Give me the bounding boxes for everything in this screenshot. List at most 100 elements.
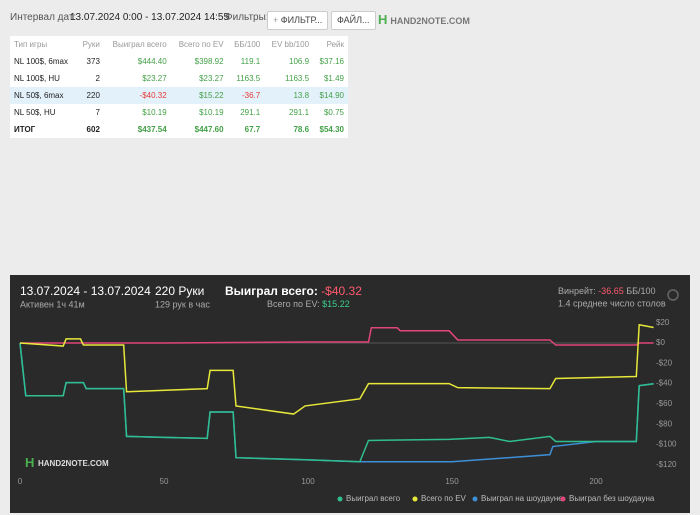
table-cell: 67.7 bbox=[244, 125, 261, 134]
winrate: Винрейт: -36.65 ББ/100 bbox=[558, 286, 656, 296]
column-header: Выиграл всего bbox=[112, 40, 167, 49]
table-cell: $10.19 bbox=[199, 108, 224, 117]
chart-logo: H HAND2NOTE.COM bbox=[25, 455, 109, 470]
table-cell: 2 bbox=[95, 74, 100, 83]
table-cell: $14.90 bbox=[319, 91, 344, 100]
file-button[interactable]: ФАЙЛ... bbox=[331, 11, 376, 30]
legend-marker bbox=[337, 496, 343, 502]
series-line bbox=[20, 327, 654, 346]
x-tick-label: 50 bbox=[160, 477, 169, 486]
table-cell: $54.30 bbox=[319, 125, 344, 134]
table-row: ИТОГ 602 $437.54 $447.60 67.7 78.6 $54.30 bbox=[10, 121, 348, 138]
table-cell: $398.92 bbox=[194, 57, 224, 66]
series-line bbox=[19, 342, 654, 463]
chart-logo-text: HAND2NOTE.COM bbox=[38, 459, 109, 468]
y-tick-label: $20 bbox=[656, 318, 670, 327]
column-header: Всего по EV bbox=[178, 40, 224, 49]
ev-value: $15.22 bbox=[322, 299, 350, 309]
stats-table: Тип игры Руки Выиграл всего Всего по EV ББ/1… bbox=[10, 36, 348, 138]
legend-marker bbox=[560, 496, 566, 502]
table-cell: NL 50$, 6max bbox=[14, 91, 64, 100]
legend-marker bbox=[472, 496, 478, 502]
winrate-label: Винрейт: bbox=[558, 286, 596, 296]
active-time: Активен 1ч 41м bbox=[20, 299, 85, 309]
ev-total: Всего по EV: $15.22 bbox=[267, 299, 350, 309]
table-cell: $1.49 bbox=[323, 74, 344, 83]
column-header: ББ/100 bbox=[234, 40, 261, 49]
x-tick-label: 200 bbox=[589, 477, 603, 486]
table-cell: 602 bbox=[86, 125, 100, 134]
table-cell: NL 50$, HU bbox=[14, 108, 56, 117]
column-header: Тип игры bbox=[14, 40, 48, 49]
table-cell: NL 100$, 6max bbox=[14, 57, 68, 66]
table-cell: 78.6 bbox=[293, 125, 310, 134]
x-tick-label: 0 bbox=[18, 477, 23, 486]
legend-label: Выиграл всего bbox=[346, 494, 401, 503]
y-tick-label: -$20 bbox=[656, 358, 673, 367]
tables-avg: 1.4 среднее число столов bbox=[558, 298, 666, 308]
table-row: NL 100$, 6max 373 $444.40 $398.92 119.1 106.9… bbox=[10, 53, 348, 70]
table-cell: $37.16 bbox=[319, 57, 344, 66]
legend-label: Всего по EV bbox=[421, 494, 467, 503]
ev-label: Всего по EV: bbox=[267, 299, 320, 309]
table-cell: -$40.32 bbox=[139, 91, 167, 100]
date-label: Интервал дат: bbox=[10, 12, 77, 23]
winrate-value: -36.65 bbox=[598, 286, 624, 296]
filter-button[interactable]: + ФИЛЬТР... bbox=[267, 11, 329, 30]
table-cell: 7 bbox=[95, 108, 100, 117]
header-row: Тип игры Руки Выиграл всего Всего по EV ББ/1… bbox=[10, 36, 348, 53]
table-cell: 291.1 bbox=[289, 108, 310, 117]
filters-label: Фильтры: bbox=[225, 12, 269, 23]
y-tick-label: -$120 bbox=[656, 460, 677, 469]
y-tick-label: -$80 bbox=[656, 419, 673, 428]
table-cell: -36.7 bbox=[241, 91, 261, 100]
settings-icon[interactable] bbox=[667, 289, 679, 301]
table-cell: 106.9 bbox=[289, 57, 310, 66]
table-cell: 13.8 bbox=[293, 91, 310, 100]
filter-button-text: ФИЛЬТР... bbox=[280, 15, 323, 25]
column-header: EV bb/100 bbox=[271, 40, 310, 49]
x-tick-label: 150 bbox=[445, 477, 459, 486]
y-tick-label: -$100 bbox=[656, 440, 677, 449]
column-header: Руки bbox=[82, 40, 100, 49]
y-tick-label: $0 bbox=[656, 338, 665, 347]
chart: 13.07.2024 - 13.07.2024 Активен 1ч 41м 2… bbox=[10, 275, 690, 513]
x-tick-label: 100 bbox=[301, 477, 315, 486]
table-cell: 220 bbox=[86, 91, 100, 100]
table-cell: 119.1 bbox=[240, 57, 261, 66]
table-cell: 373 bbox=[86, 57, 100, 66]
y-tick-label: -$40 bbox=[656, 379, 673, 388]
table-cell: $447.60 bbox=[194, 125, 224, 134]
table-cell: $0.75 bbox=[323, 108, 344, 117]
legend-label: Выиграл без шоудауна bbox=[569, 494, 655, 503]
table-row: NL 100$, HU 2 $23.27 $23.27 1163.5 1163.5 $1.4… bbox=[10, 70, 348, 87]
legend-marker bbox=[412, 496, 418, 502]
table-cell: $10.19 bbox=[142, 108, 167, 117]
series-line bbox=[19, 323, 654, 415]
dates: 13.07.2024 - 13.07.2024 bbox=[20, 284, 151, 298]
table-cell: $437.54 bbox=[137, 125, 167, 134]
hand-rate: 129 рук в час bbox=[155, 299, 210, 309]
table-cell: $23.27 bbox=[142, 74, 167, 83]
table-row: NL 50$, HU 7 $10.19 $10.19 291.1 291.1 $0.75 bbox=[10, 104, 348, 121]
won-value: -$40.32 bbox=[321, 284, 362, 298]
table-cell: $444.40 bbox=[137, 57, 167, 66]
table-cell: 1163.5 bbox=[236, 74, 261, 83]
logo-text: HAND2NOTE.COM bbox=[390, 16, 470, 26]
table-cell: ИТОГ bbox=[14, 125, 36, 134]
won-label: Выиграл всего: bbox=[225, 284, 318, 298]
logo: H HAND2NOTE.COM bbox=[378, 12, 470, 27]
won-total: Выиграл всего: -$40.32 bbox=[225, 284, 362, 298]
y-tick-label: -$60 bbox=[656, 399, 673, 408]
table-cell: $23.27 bbox=[199, 74, 224, 83]
winrate-unit: ББ/100 bbox=[626, 286, 655, 296]
legend-label: Выиграл на шоудауне bbox=[481, 494, 563, 503]
table-row: NL 50$, 6max 220 -$40.32 $15.22 -36.7 13.8 $14… bbox=[10, 87, 348, 104]
date-range[interactable]: 13.07.2024 0:00 - 13.07.2024 14:55 bbox=[70, 12, 230, 23]
hands: 220 Руки bbox=[155, 284, 204, 298]
column-header: Рейк bbox=[326, 40, 344, 49]
table-cell: $15.22 bbox=[199, 91, 224, 100]
table-cell: 1163.5 bbox=[285, 74, 310, 83]
table-cell: NL 100$, HU bbox=[14, 74, 60, 83]
